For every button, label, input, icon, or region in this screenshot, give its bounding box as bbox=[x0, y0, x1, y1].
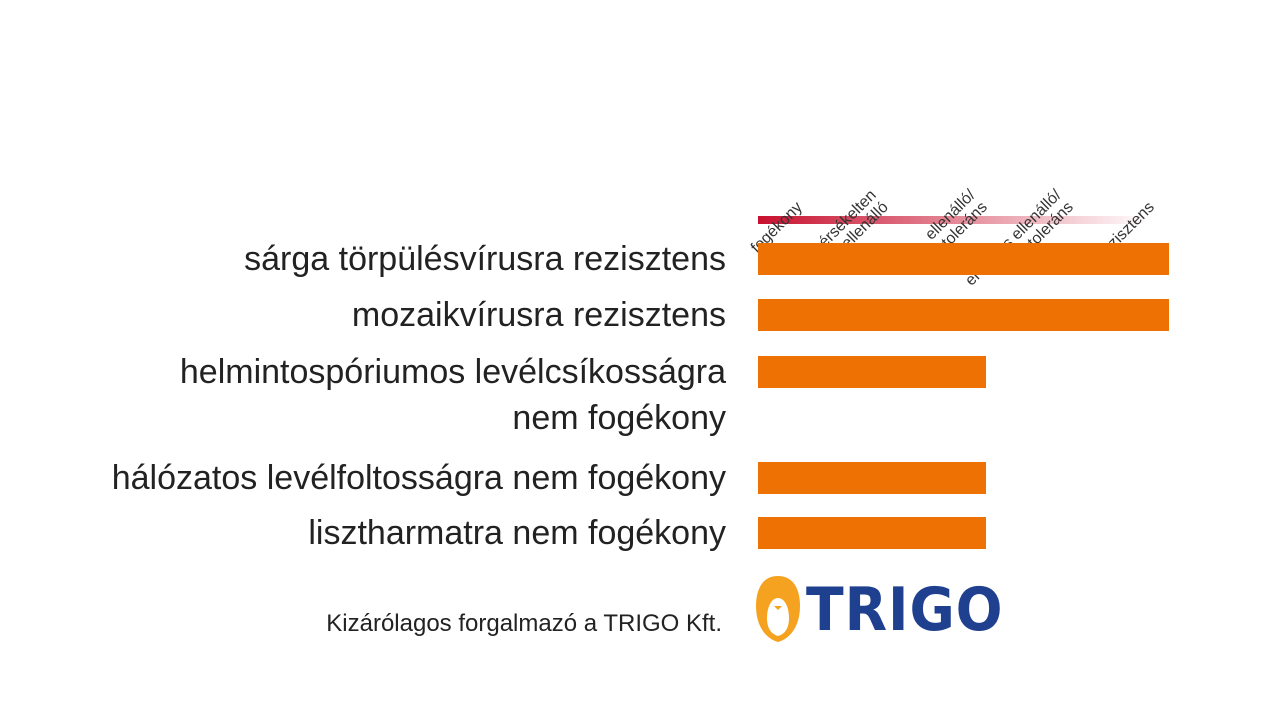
category-label-line: sárga törpülésvírusra rezisztens bbox=[244, 240, 726, 278]
distributor-note: Kizárólagos forgalmazó a TRIGO Kft. bbox=[326, 610, 722, 637]
category-label-line: helmintospóriumos levélcsíkosságra bbox=[179, 353, 726, 391]
resistance-scale-gradient-bar bbox=[758, 216, 1150, 224]
category-label-line: mozaikvírusra rezisztens bbox=[351, 296, 726, 334]
bar bbox=[758, 462, 986, 494]
trigo-logo-text: TRIGO bbox=[806, 575, 1004, 645]
trigo-penguin-icon bbox=[756, 576, 800, 642]
category-label: helmintospóriumos levélcsíkosságra nem fo… bbox=[180, 349, 726, 441]
bar bbox=[758, 299, 1169, 331]
bar bbox=[758, 517, 986, 549]
category-label-line: hálózatos levélfoltosságra nem fogékony bbox=[111, 459, 726, 497]
bars bbox=[758, 243, 1169, 549]
bar bbox=[758, 243, 1169, 275]
category-label: hálózatos levélfoltosságra nem fogékony bbox=[112, 455, 726, 501]
category-label: lisztharmatra nem fogékony bbox=[308, 510, 726, 556]
category-label: mozaikvírusra rezisztens bbox=[352, 292, 726, 338]
bar bbox=[758, 356, 986, 388]
category-label-line: lisztharmatra nem fogékony bbox=[308, 514, 726, 552]
category-label-line: nem fogékony bbox=[512, 399, 726, 437]
trigo-logo: TRIGO bbox=[752, 572, 1003, 646]
category-label: sárga törpülésvírusra rezisztens bbox=[244, 236, 726, 282]
